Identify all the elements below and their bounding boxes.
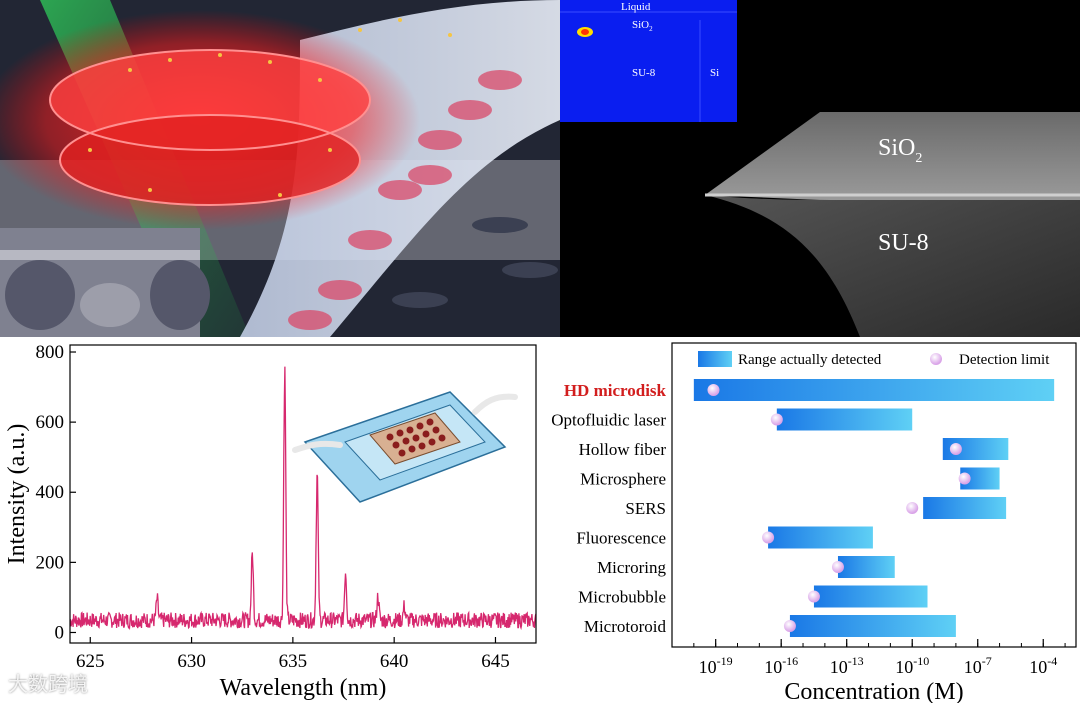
detection-limit-point <box>770 413 783 426</box>
range-category-label: Microtoroid <box>584 617 667 636</box>
microdisk-bottom <box>60 115 360 205</box>
detection-limit-point <box>762 531 775 544</box>
chip-inset <box>292 391 518 503</box>
artistic-rendering-panel <box>0 0 560 337</box>
watermark: 大数跨境 <box>8 672 88 696</box>
detection-limit-point <box>831 561 844 573</box>
spectrum-y-tick-label: 400 <box>36 482 65 503</box>
range-category-label: Microsphere <box>580 470 666 489</box>
detection-limit-point <box>958 472 971 485</box>
range-category-label: Optofluidic laser <box>551 411 666 430</box>
range-bar <box>960 467 1000 490</box>
range-x-tick-label: 10-13 <box>830 654 864 677</box>
sim-sio2-label: SiO2 <box>632 19 653 33</box>
range-bar <box>813 585 928 608</box>
detection-limit-point <box>707 384 720 396</box>
sem-su8-label: SU-8 <box>878 230 929 256</box>
simulation-inset: Liquid SiO2 SU-8 Si <box>560 0 737 122</box>
sem-su8-layer <box>705 195 1080 337</box>
range-bar <box>942 438 1009 460</box>
detection-limit-point <box>906 502 919 514</box>
range-bar <box>837 556 895 578</box>
sem-inset <box>0 228 210 337</box>
spectrum-x-tick-label: 645 <box>481 651 510 672</box>
legend-range-label: Range actually detected <box>738 352 882 368</box>
sim-liquid-label: Liquid <box>621 1 651 13</box>
range-category-label: Microring <box>597 558 666 577</box>
spectrum-x-tick-label: 635 <box>279 651 308 672</box>
range-bar <box>768 526 873 549</box>
sem-sio2-label: SiO2 <box>878 135 922 166</box>
spectrum-y-tick-label: 200 <box>36 552 65 573</box>
range-bar <box>789 615 956 637</box>
spectrum-y-tick-label: 0 <box>55 622 65 643</box>
range-x-axis-label: Concentration (M) <box>784 679 963 703</box>
range-category-label: Fluorescence <box>576 529 666 548</box>
spectrum-y-axis-label: Intensity (a.u.) <box>4 424 30 565</box>
sem-sio2-layer <box>705 112 1080 200</box>
range-bar <box>693 379 1055 401</box>
range-bar <box>923 497 1007 519</box>
spectrum-chart-panel: 625 630 635 640 645 0 200 400 600 800 Wavelength … <box>0 337 540 703</box>
microdisk-array-pattern <box>288 70 522 330</box>
range-x-tick-label: 10-10 <box>895 654 929 677</box>
range-x-tick-label: 10-4 <box>1029 654 1057 677</box>
sim-su8-label: SU-8 <box>632 67 656 79</box>
range-category-label: SERS <box>625 499 666 518</box>
spectrum-y-tick-label: 600 <box>36 412 65 433</box>
range-category-label: Hollow fiber <box>579 440 667 459</box>
spectrum-plot-frame <box>69 344 537 644</box>
range-category-label: HD microdisk <box>564 381 667 400</box>
sim-si-label: Si <box>710 67 719 79</box>
sem-image: Liquid SiO2 SU-8 Si SiO2 SU-8 <box>560 0 1080 337</box>
spectrum-series-line <box>69 366 537 631</box>
spectrum-x-tick-label: 640 <box>380 651 409 672</box>
sem-panel: Liquid SiO2 SU-8 Si SiO2 SU-8 <box>560 0 1080 337</box>
legend-limit-swatch <box>930 353 942 365</box>
detection-limit-point <box>807 590 820 603</box>
spectrum-y-tick-label: 800 <box>36 342 65 363</box>
detection-limit-point <box>783 620 796 632</box>
spectrum-x-tick-label: 630 <box>177 651 206 672</box>
range-bar <box>776 408 913 431</box>
legend: Range actually detected Detection limit <box>698 351 1050 368</box>
range-plot-frame <box>671 342 1077 648</box>
analyte-molecules <box>88 18 452 197</box>
detection-range-chart-panel: HD microdisk Optofluidic laser Hollow fibe… <box>540 337 1080 703</box>
spectrum-x-tick-label: 625 <box>76 651 105 672</box>
range-x-tick-label: 10-7 <box>964 654 992 677</box>
background-disks <box>392 217 558 308</box>
range-x-tick-label: 10-16 <box>764 654 798 677</box>
detection-range-chart: HD microdisk Optofluidic laser Hollow fibe… <box>551 342 1077 703</box>
legend-range-swatch <box>698 351 732 367</box>
spectrum-chart: 625 630 635 640 645 0 200 400 600 800 Wavelength … <box>4 342 537 701</box>
detection-limit-point <box>949 443 962 455</box>
legend-limit-label: Detection limit <box>959 352 1050 368</box>
artistic-rendering-illustration <box>0 0 560 337</box>
spectrum-x-axis-label: Wavelength (nm) <box>220 675 387 701</box>
range-x-tick-label: 10-19 <box>699 654 733 677</box>
range-category-label: Microbubble <box>578 588 666 607</box>
